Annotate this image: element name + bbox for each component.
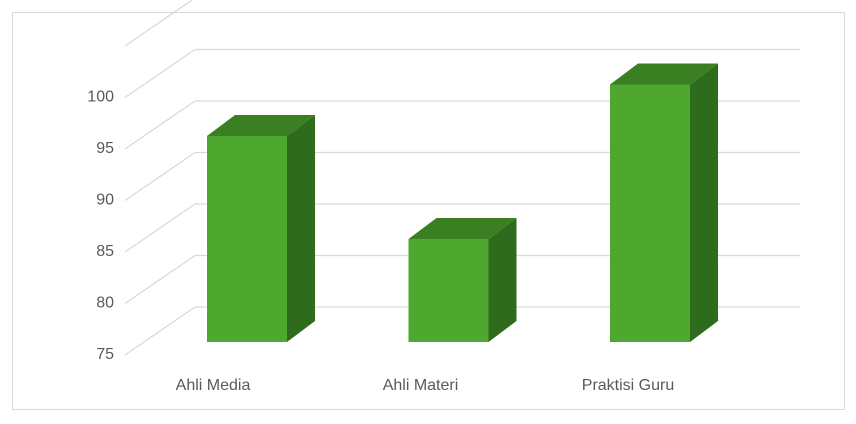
x-tick-label: Ahli Materi <box>383 377 459 394</box>
grid-line <box>124 203 196 253</box>
bar-front <box>408 239 489 342</box>
y-tick-label: 85 <box>96 243 114 260</box>
bar-top <box>408 218 517 239</box>
bar-top <box>610 63 718 85</box>
bar-side <box>690 63 718 342</box>
chart-border <box>12 12 845 410</box>
bar-front <box>207 136 287 342</box>
grid-line <box>124 151 196 202</box>
grid-line <box>124 48 196 99</box>
grid-line <box>124 306 196 356</box>
grid-line <box>124 100 196 150</box>
y-tick-label: 80 <box>96 295 114 312</box>
x-tick-label: Ahli Media <box>176 377 251 394</box>
y-tick-label: 75 <box>96 346 114 363</box>
bar-side <box>488 218 517 342</box>
bar-side <box>287 115 315 342</box>
bar-front <box>610 84 690 342</box>
grid-line <box>124 254 196 305</box>
x-tick-label: Praktisi Guru <box>582 377 674 394</box>
y-tick-label: 95 <box>96 140 114 157</box>
bar-top <box>207 115 315 136</box>
grid-line <box>124 0 194 47</box>
y-tick-label: 100 <box>87 89 114 106</box>
y-tick-label: 90 <box>96 192 114 209</box>
